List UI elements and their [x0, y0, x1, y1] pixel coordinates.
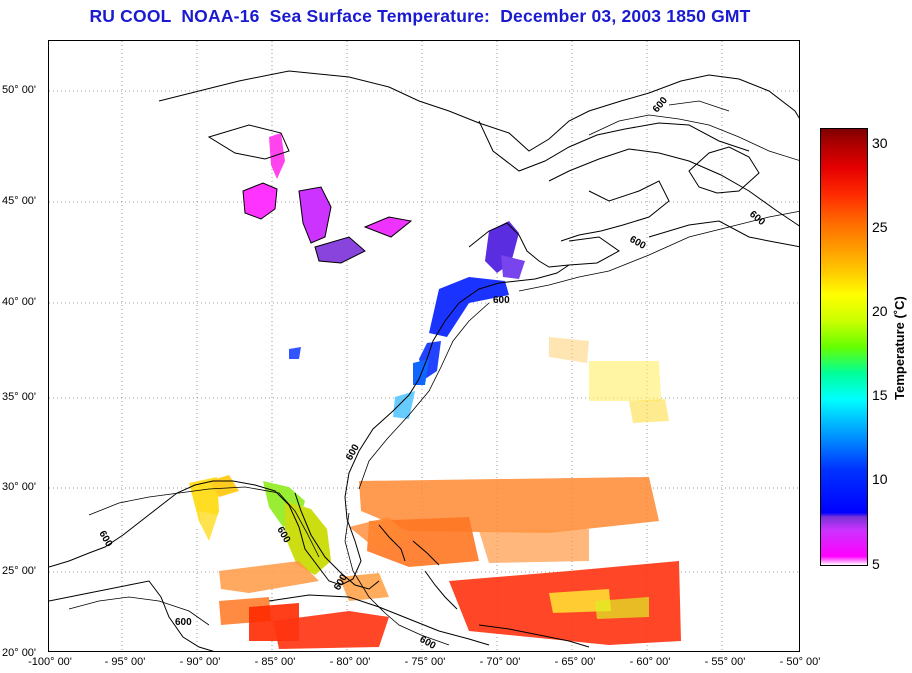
sst-map: 600 600 600 600 600 600 600 600 600 600	[48, 40, 800, 652]
isobath-label-2: 600	[747, 209, 767, 228]
lat-label-40: 40° 00'	[2, 296, 37, 308]
isobath-label-9: 600	[175, 617, 192, 628]
lon-label-50: - 50° 00'	[779, 656, 821, 668]
isobath-600	[68, 100, 799, 646]
lon-label-70: - 70° 00'	[479, 656, 521, 668]
lon-label-65: - 65° 00'	[554, 656, 596, 668]
lat-label-20: 20° 00'	[2, 647, 37, 659]
lon-label-100: -100° 00'	[28, 656, 72, 668]
colorbar-tick-15: 15	[872, 387, 888, 403]
lon-label-75: - 75° 00'	[404, 656, 446, 668]
lat-label-45: 45° 00'	[2, 195, 37, 207]
temperature-colorbar	[820, 128, 868, 566]
lat-label-50: 50° 00'	[2, 84, 37, 96]
colorbar-tick-25: 25	[872, 219, 888, 235]
isobath-label-10: 600	[418, 634, 438, 652]
lon-label-55: - 55° 00'	[704, 656, 746, 668]
lon-label-95: - 95° 00'	[104, 656, 146, 668]
colorbar-tick-20: 20	[872, 303, 888, 319]
colorbar-label: Temperature (˚C)	[892, 296, 907, 400]
lat-label-35: 35° 00'	[2, 391, 37, 403]
lat-label-30: 30° 00'	[2, 481, 37, 493]
lon-label-80: - 80° 00'	[329, 656, 371, 668]
lat-label-25: 25° 00'	[2, 565, 37, 577]
isobath-label-6: 600	[96, 529, 114, 549]
isobath-label-1: 600	[651, 95, 670, 115]
colorbar-tick-30: 30	[872, 135, 888, 151]
coastline	[49, 70, 799, 651]
colorbar-tick-10: 10	[872, 471, 888, 487]
sst-map-canvas: 600 600 600 600 600 600 600 600 600 600	[49, 41, 799, 652]
sst-data	[189, 133, 681, 649]
isobath-label-3: 600	[628, 234, 648, 252]
isobath-label-4: 600	[493, 295, 510, 306]
colorbar-tick-5: 5	[872, 556, 880, 572]
lon-label-60: - 60° 00'	[629, 656, 671, 668]
lon-label-85: - 85° 00'	[254, 656, 296, 668]
map-title: RU COOL NOAA-16 Sea Surface Temperature:…	[89, 6, 751, 26]
lon-label-90: - 90° 00'	[179, 656, 221, 668]
